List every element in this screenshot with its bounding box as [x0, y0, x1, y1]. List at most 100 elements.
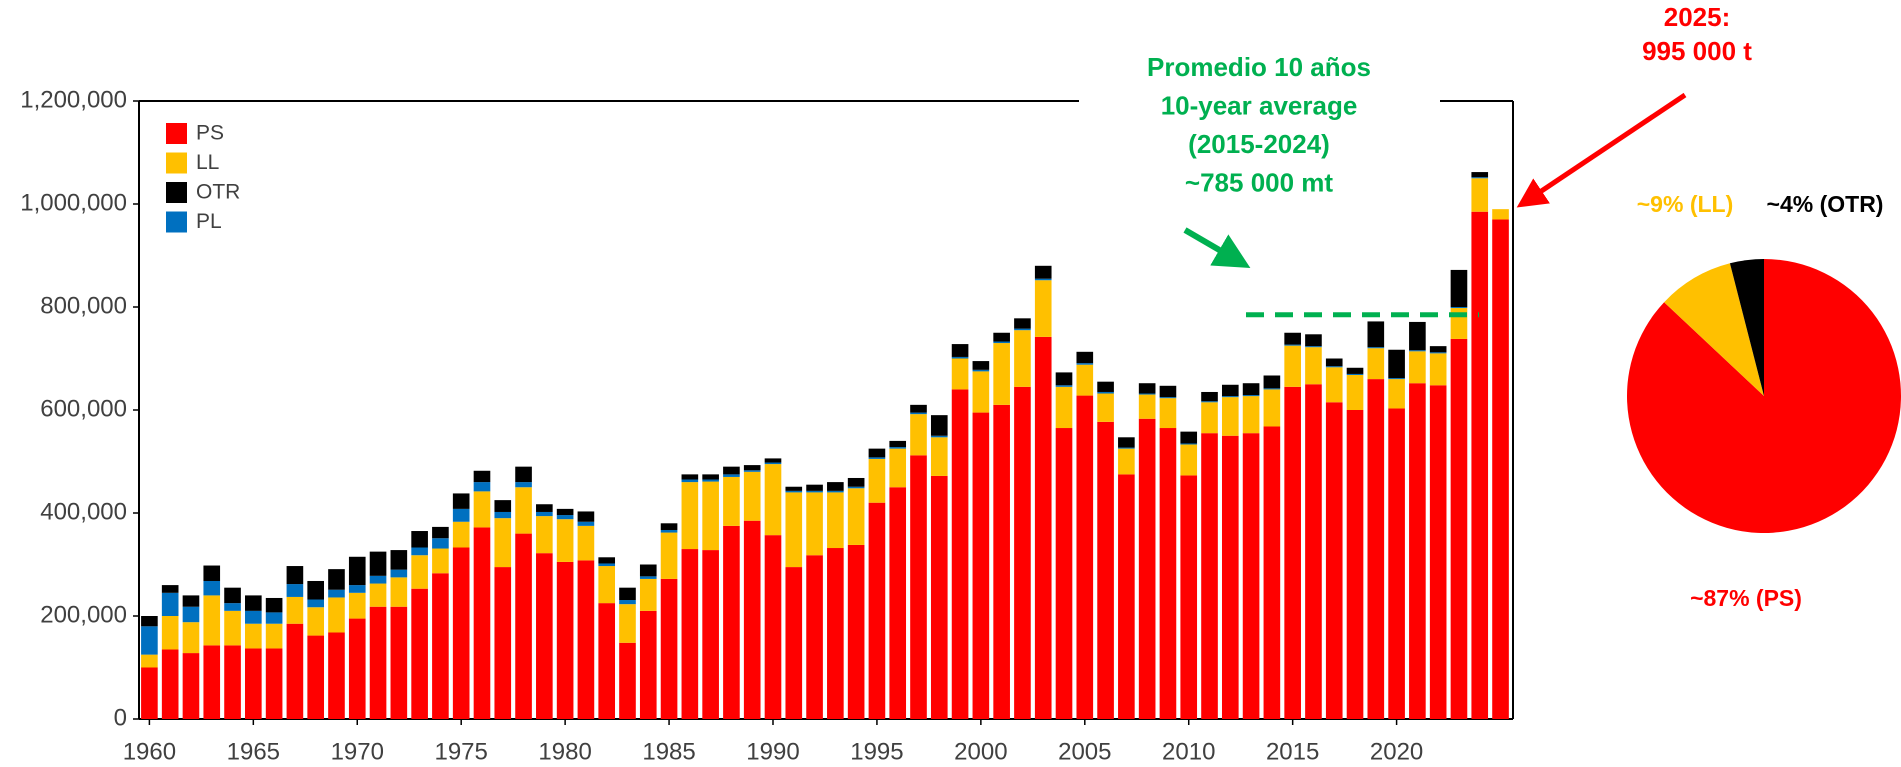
- bar-segment: [681, 474, 699, 480]
- bar-segment: [1242, 433, 1260, 719]
- bar-segment: [161, 585, 179, 593]
- arrow: [1183, 227, 1251, 269]
- bar-segment: [577, 521, 595, 526]
- bar-segment: [494, 518, 512, 568]
- bar-segment: [598, 563, 616, 567]
- bar-segment: [1325, 367, 1343, 403]
- pie-slice: [1729, 259, 1764, 396]
- legend-swatch: [166, 211, 187, 233]
- bar-segment: [1263, 388, 1281, 390]
- bar-segment: [785, 486, 803, 491]
- legend-swatch: [166, 182, 187, 203]
- bar-segment: [245, 595, 262, 611]
- bar-segment: [743, 465, 761, 471]
- bar-segment: [1118, 437, 1135, 448]
- bar-segment: [1097, 381, 1114, 392]
- bar-segment: [1097, 393, 1114, 422]
- bar-segment: [224, 587, 241, 604]
- bar-segment: [1159, 385, 1177, 398]
- bar-segment: [265, 612, 283, 624]
- bar-segment: [972, 412, 990, 719]
- bar-segment: [1118, 474, 1135, 719]
- bar-segment: [619, 604, 636, 643]
- bar-segment: [951, 358, 969, 390]
- bar-segment: [1138, 383, 1156, 394]
- bar-segment: [369, 583, 387, 607]
- bar-segment: [515, 533, 532, 719]
- bar-segment: [847, 477, 865, 487]
- bar-segment: [930, 437, 948, 476]
- bar-segment: [889, 487, 907, 719]
- bar-segment: [1014, 386, 1031, 719]
- bar-segment: [265, 623, 283, 649]
- bar-segment: [577, 511, 595, 522]
- bar-segment: [286, 584, 304, 597]
- y-tick-label: 200,000: [40, 601, 127, 628]
- bar-segment: [1221, 384, 1239, 397]
- bar-segment: [1429, 385, 1447, 719]
- bar-segment: [1471, 177, 1489, 179]
- bar-segment: [1118, 447, 1135, 449]
- bar-segment: [515, 487, 532, 534]
- bar-segment: [452, 493, 470, 509]
- bar-segment: [1138, 394, 1156, 419]
- bar-segment: [182, 622, 200, 654]
- bar-segment: [452, 508, 470, 522]
- bar-segment: [743, 520, 761, 719]
- bar-segment: [1471, 178, 1489, 212]
- annotation: Promedio 10 años: [1147, 52, 1371, 82]
- bar-segment: [723, 466, 740, 475]
- bar-segment: [764, 464, 782, 536]
- x-tick-label: 1965: [227, 738, 280, 765]
- bar-segment: [1346, 410, 1364, 719]
- x-tick-label: 1960: [123, 738, 176, 765]
- bar-segment: [1284, 332, 1301, 345]
- pie-label: ~4% (OTR): [1767, 191, 1884, 217]
- bar-segment: [764, 535, 782, 719]
- bar-segment: [1263, 375, 1281, 389]
- bar-segment: [348, 556, 366, 586]
- bar-segment: [1242, 383, 1260, 396]
- bar-segment: [286, 566, 304, 585]
- annotation: ~785 000 mt: [1185, 167, 1334, 197]
- bar-segment: [993, 404, 1010, 719]
- bar-segment: [1450, 307, 1468, 309]
- bar-segment: [307, 599, 325, 608]
- bar-segment: [1076, 363, 1094, 365]
- bar-segment: [702, 474, 719, 480]
- annotation: (2015-2024): [1188, 129, 1330, 159]
- bar-segment: [868, 458, 886, 503]
- bar-segment: [265, 648, 283, 719]
- bar-segment: [452, 521, 470, 548]
- bar-segment: [141, 667, 158, 719]
- bar-segment: [286, 623, 304, 719]
- bar-segment: [369, 551, 387, 576]
- bar-segment: [1014, 318, 1031, 329]
- bar-segment: [1409, 383, 1426, 719]
- bar-segment: [328, 589, 345, 598]
- x-tick-label: 1995: [850, 738, 903, 765]
- bar-segment: [660, 532, 678, 579]
- bar-segment: [182, 595, 200, 607]
- annotation: 10-year average: [1161, 90, 1358, 120]
- bar-segment: [1409, 321, 1426, 351]
- bar-segment: [1305, 384, 1322, 719]
- bar-segment: [1346, 374, 1364, 410]
- bar-segment: [1055, 372, 1073, 386]
- bar-segment: [847, 488, 865, 545]
- bar-segment: [1388, 379, 1405, 409]
- bar-segment: [141, 616, 158, 627]
- bar-segment: [868, 457, 886, 459]
- bar-segment: [1201, 391, 1218, 402]
- bar-segment: [1450, 338, 1468, 719]
- bar-segment: [452, 547, 470, 719]
- bar-segment: [265, 597, 283, 613]
- bar-segment: [432, 526, 449, 539]
- bar-segment: [660, 523, 678, 530]
- bar-segment: [1388, 408, 1405, 719]
- bar-segment: [1346, 373, 1364, 375]
- bar-segment: [1284, 345, 1301, 387]
- bar-segment: [1263, 389, 1281, 427]
- bar-segment: [307, 607, 325, 636]
- bar-segment: [432, 573, 449, 719]
